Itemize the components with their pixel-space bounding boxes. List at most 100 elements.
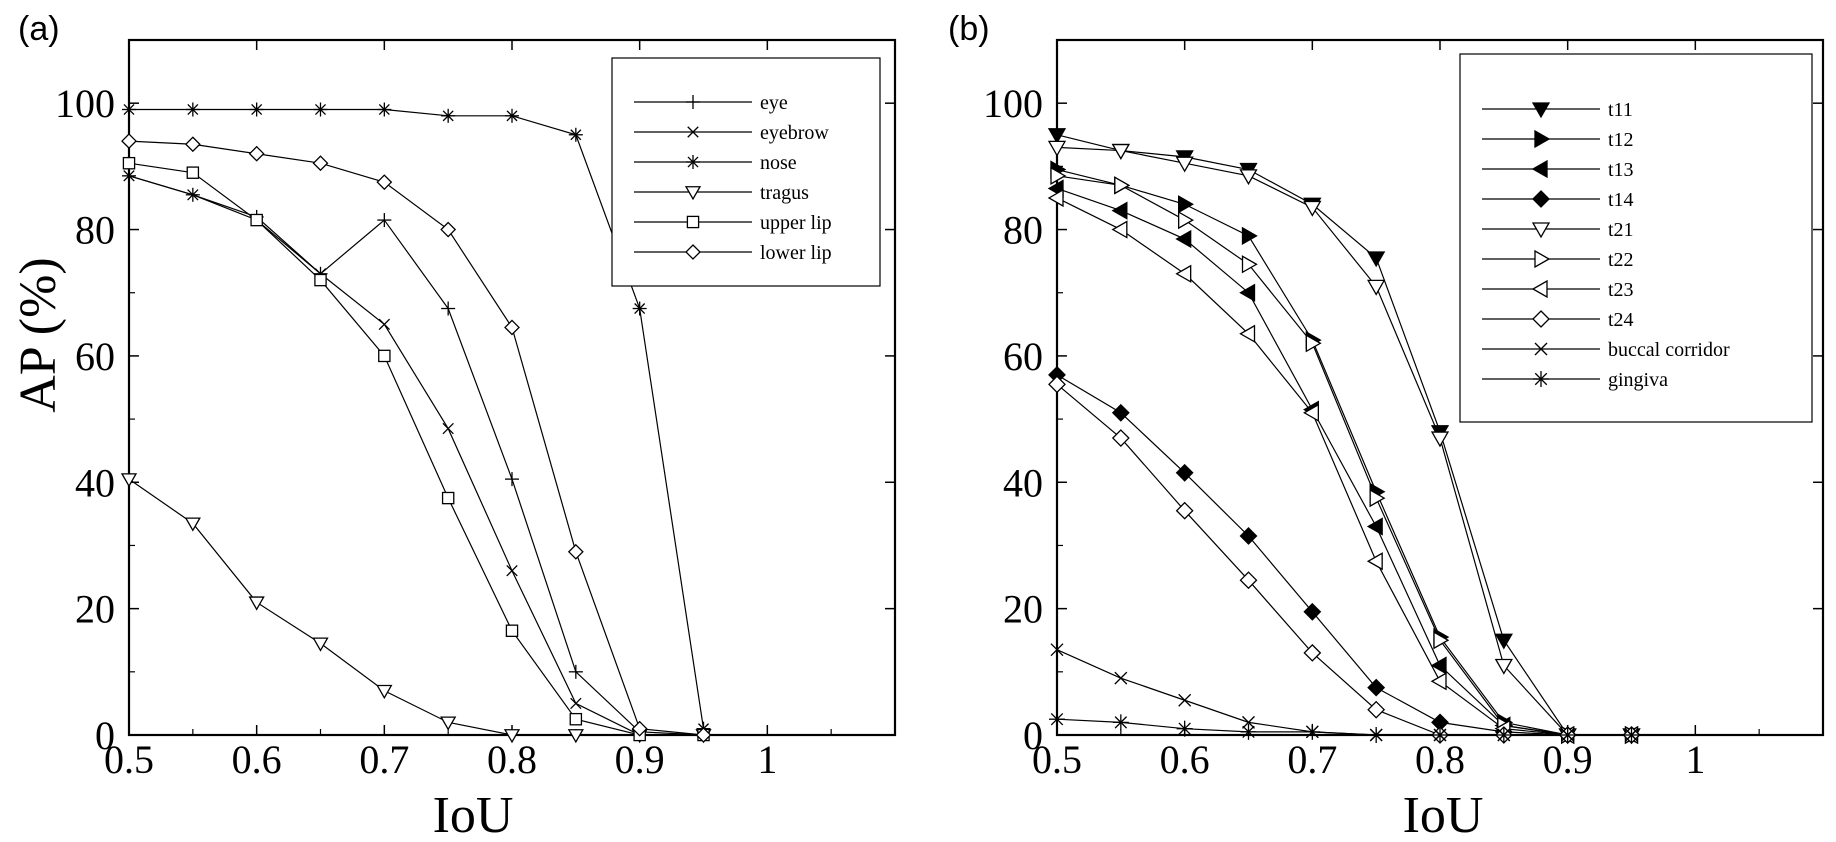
panel-a-xtick-label: 1	[757, 737, 777, 782]
panel-a-data-point	[248, 145, 265, 162]
panel-a-series-points-lower-lip	[121, 133, 712, 743]
panel-a-data-point	[312, 637, 329, 652]
panel-b-data-point	[1050, 712, 1064, 726]
panel-b-series-points-t24	[1048, 375, 1641, 744]
panel-a-legend-box	[611, 57, 881, 287]
panel-a-series-line-eyebrow	[128, 175, 704, 736]
panel-b-xlabel: IoU	[1403, 787, 1484, 842]
panel-a-data-point	[122, 156, 136, 170]
panel-b-legend-label: t11	[1608, 99, 1633, 121]
panel-b-series-points-t14	[1048, 365, 1641, 744]
panel-b-data-point	[1047, 140, 1067, 157]
panel-b-series-line-t24	[1056, 383, 1632, 736]
panel-b-data-point	[1175, 156, 1194, 173]
panel-a-data-point	[378, 318, 391, 331]
panel-b-data-point	[1175, 264, 1192, 283]
panel-a-legend-label: eyebrow	[760, 122, 829, 144]
panel-b-legend-entry: t14	[1482, 189, 1634, 211]
panel-a-legend-label: nose	[760, 152, 797, 174]
panel-b-data-point	[1239, 169, 1258, 186]
panel-a-data-point	[378, 349, 391, 363]
panel-b-legend-label: t14	[1608, 189, 1634, 211]
panel-a-data-point	[184, 136, 201, 153]
panel-b-data-point	[1178, 210, 1194, 230]
panel-b-data-point	[1111, 429, 1130, 447]
panel-b-series-points-gingiva	[1049, 711, 1640, 743]
panel-a-ytick-label: 80	[75, 208, 115, 253]
panel-b-legend-label: t13	[1608, 159, 1634, 181]
panel-a: 0.5 0.6 0.7 0.8 0.9 1 0 20 40 60 80 100 eye eyebrow no…	[55, 38, 897, 782]
panel-a-legend-entry: eye	[634, 92, 788, 114]
panel-a-legend-entry: lower lip	[634, 242, 832, 264]
panel-a-label: (a)	[18, 10, 60, 48]
panel-b-label: (b)	[948, 10, 990, 48]
panel-b-legend-entry: t22	[1482, 249, 1634, 271]
panel-a-data-point	[123, 170, 135, 182]
panel-b-data-point	[1430, 672, 1447, 691]
panel-b-series-line-t14	[1056, 374, 1632, 736]
panel-a-legend-label: tragus	[760, 182, 809, 204]
panel-b-ytick-label: 100	[983, 81, 1043, 126]
panel-b-data-point	[1433, 728, 1447, 742]
panel-a-series-line-lower-lip	[128, 140, 704, 736]
panel-a-data-point	[570, 697, 582, 710]
panel-a-data-point	[506, 565, 518, 577]
panel-b-ytick-label: 60	[1003, 334, 1043, 379]
panel-a-data-point	[184, 517, 201, 532]
panel-b-legend-marker	[1531, 222, 1551, 239]
panel-b-data-point	[1048, 375, 1066, 394]
panel-b-legend-box	[1459, 53, 1813, 423]
panel-b-legend-entry: gingiva	[1482, 369, 1668, 391]
panel-a-data-point	[442, 110, 454, 122]
panel-b-data-point	[1239, 283, 1256, 302]
panel-b-data-point	[1303, 643, 1322, 662]
panel-b-legend-marker	[1532, 190, 1550, 208]
panel-b-data-point	[1111, 403, 1130, 422]
panel-b-legend-label: t12	[1608, 129, 1634, 151]
panel-b-data-point	[1367, 678, 1386, 697]
panel-a-legend-entry: tragus	[634, 182, 809, 204]
panel-b-legend-label: buccal corridor	[1608, 339, 1730, 361]
panel-b-legend-label: t23	[1608, 279, 1634, 301]
panel-b-xtick-label: 0.6	[1160, 737, 1210, 782]
panel-a-legend-marker	[684, 186, 702, 201]
panel-b-legend-marker	[1531, 279, 1548, 299]
panel-b-legend-entry: t23	[1482, 279, 1634, 301]
panel-b-data-point	[1306, 725, 1319, 739]
panel-a-legend-entry: eyebrow	[634, 122, 829, 144]
panel-a-data-point	[123, 104, 135, 115]
panel-b-data-point	[1241, 255, 1258, 274]
panel-b-data-point	[1242, 725, 1255, 739]
panel-b-data-point	[1175, 229, 1192, 249]
panel-a-legend: eye eyebrow nose tragus upper lip lower lip	[611, 57, 881, 287]
panel-b-ytick-label: 20	[1003, 587, 1043, 632]
panel-a-data-point	[567, 543, 584, 560]
panel-a-legend-marker	[686, 215, 700, 229]
panel-b-data-point	[1114, 176, 1131, 195]
panel-a-legend-label: eye	[760, 92, 788, 114]
panel-b-data-point	[1430, 431, 1450, 448]
panel-b-series-line-t22	[1056, 175, 1632, 736]
panel-b-legend-entry: buccal corridor	[1482, 339, 1730, 361]
panel-b-data-point	[1178, 693, 1192, 707]
panel-b-legend-entry: t12	[1482, 129, 1634, 151]
panel-a-ytick-label: 100	[55, 81, 115, 126]
panel-b-legend-label: t21	[1608, 219, 1634, 241]
panel-a-xtick-label: 0.9	[615, 737, 665, 782]
panel-a-xtick-label: 0.5	[104, 737, 154, 782]
panel-b-legend-entry: t11	[1482, 99, 1633, 121]
panel-a-data-point	[120, 473, 138, 488]
panel-b-ytick-label: 40	[1003, 460, 1043, 505]
panel-b-data-point	[1433, 631, 1450, 650]
panel-b-series-points-buccal-corridor	[1050, 643, 1638, 742]
panel-a-legend-marker	[687, 156, 699, 168]
panel-b-legend-label: gingiva	[1608, 369, 1668, 391]
panel-b-data-point	[1047, 188, 1064, 208]
panel-b-series-line-buccal-corridor	[1056, 649, 1632, 736]
panel-b-series-line-t12	[1056, 168, 1632, 736]
panel-a-legend-marker	[685, 244, 701, 260]
panel-b-data-point	[1430, 656, 1447, 675]
panel-a-data-point	[312, 155, 329, 172]
panel-b-legend: t11 t12 t13 t14 t21 t22 t23 t24 buccal corridor g…	[1459, 53, 1813, 423]
panel-a-series-points-tragus	[120, 473, 712, 744]
